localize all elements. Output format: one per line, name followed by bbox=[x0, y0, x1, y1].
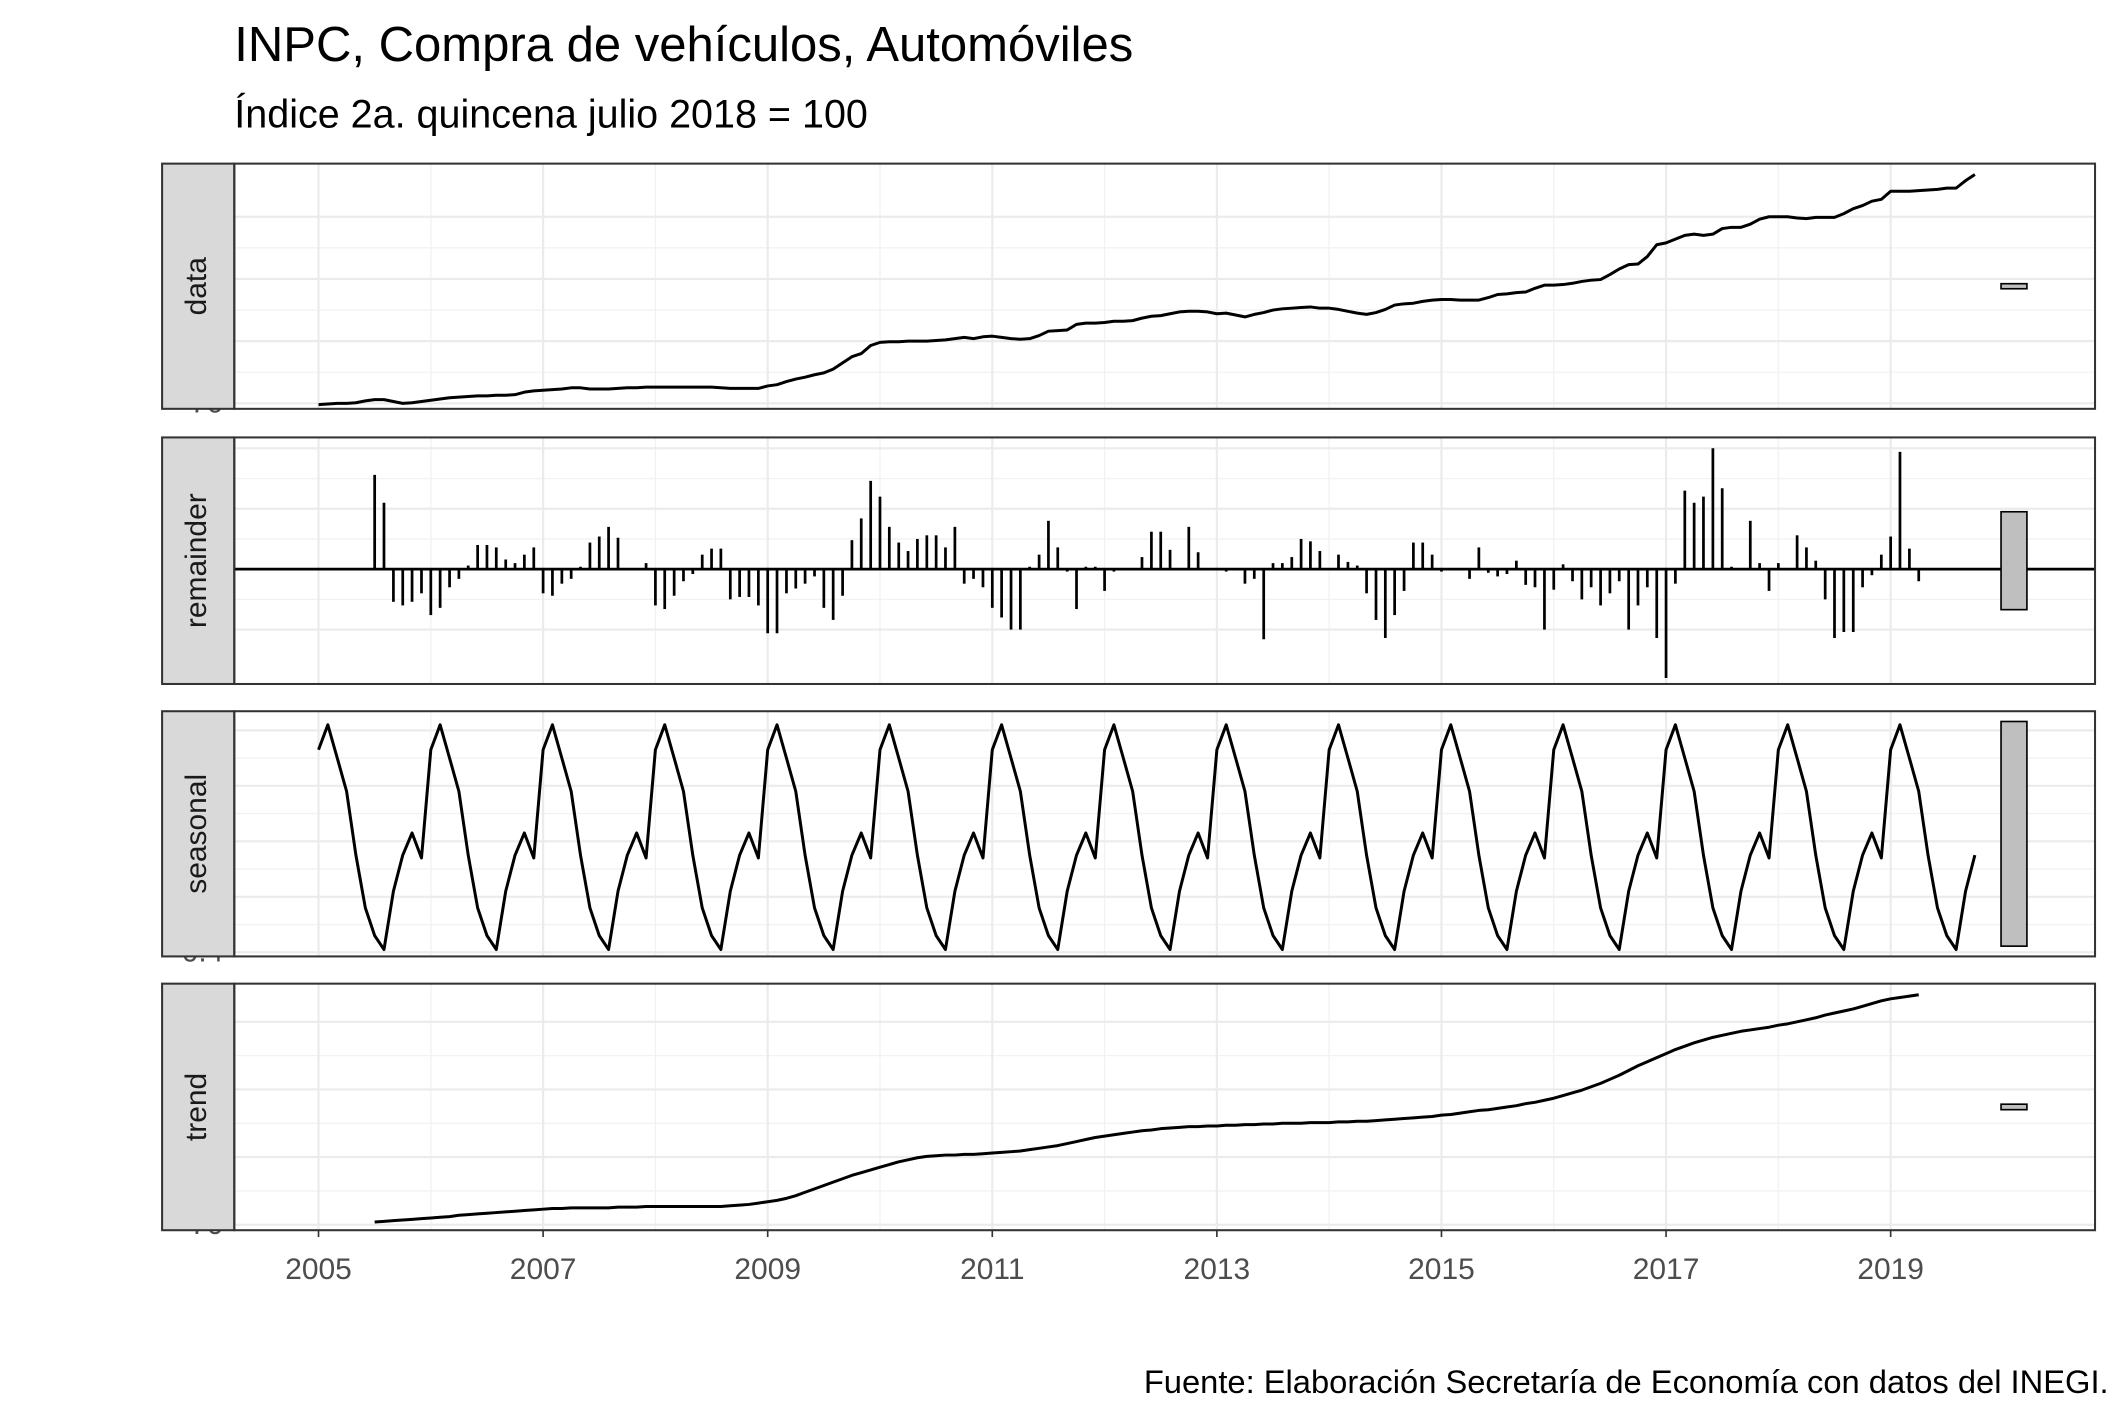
x-tick-label: 2019 bbox=[1857, 1253, 1924, 1286]
x-tick-label: 2007 bbox=[510, 1253, 577, 1286]
strip bbox=[161, 710, 236, 958]
strip bbox=[161, 436, 236, 686]
caption: Fuente: Elaboración Secretaría de Econom… bbox=[1144, 1363, 2109, 1400]
strip bbox=[161, 982, 236, 1232]
series-line bbox=[318, 173, 1976, 407]
panel-background bbox=[234, 983, 2096, 1231]
range-bar bbox=[2000, 720, 2028, 947]
strip-label: remainder bbox=[180, 493, 213, 628]
panel-border bbox=[233, 710, 2097, 958]
panel-background bbox=[234, 163, 2096, 409]
x-tick-label: 2009 bbox=[734, 1253, 801, 1286]
chart-subtitle: Índice 2a. quincena julio 2018 = 100 bbox=[234, 93, 868, 137]
range-bar bbox=[2000, 510, 2028, 611]
chart-title: INPC, Compra de vehículos, Automóviles bbox=[234, 18, 1133, 72]
x-tick-label: 2017 bbox=[1633, 1253, 1700, 1286]
series-line bbox=[317, 723, 1977, 951]
range-bar bbox=[2000, 1103, 2028, 1111]
x-tick-label: 2005 bbox=[285, 1253, 352, 1286]
strip-label: trend bbox=[180, 1073, 213, 1141]
strip-label: seasonal bbox=[180, 774, 213, 894]
panel-border bbox=[233, 436, 2097, 686]
x-tick-label: 2011 bbox=[960, 1253, 1024, 1286]
series-line bbox=[374, 993, 1919, 1224]
panel-border bbox=[233, 162, 2097, 410]
x-tick-label: 2013 bbox=[1184, 1253, 1251, 1286]
panel-border bbox=[233, 982, 2097, 1232]
x-tick-label: 2015 bbox=[1408, 1253, 1475, 1286]
range-bar bbox=[2000, 282, 2028, 290]
panel-background bbox=[234, 437, 2096, 684]
panel-background bbox=[234, 711, 2096, 957]
strip-label: data bbox=[180, 257, 213, 316]
